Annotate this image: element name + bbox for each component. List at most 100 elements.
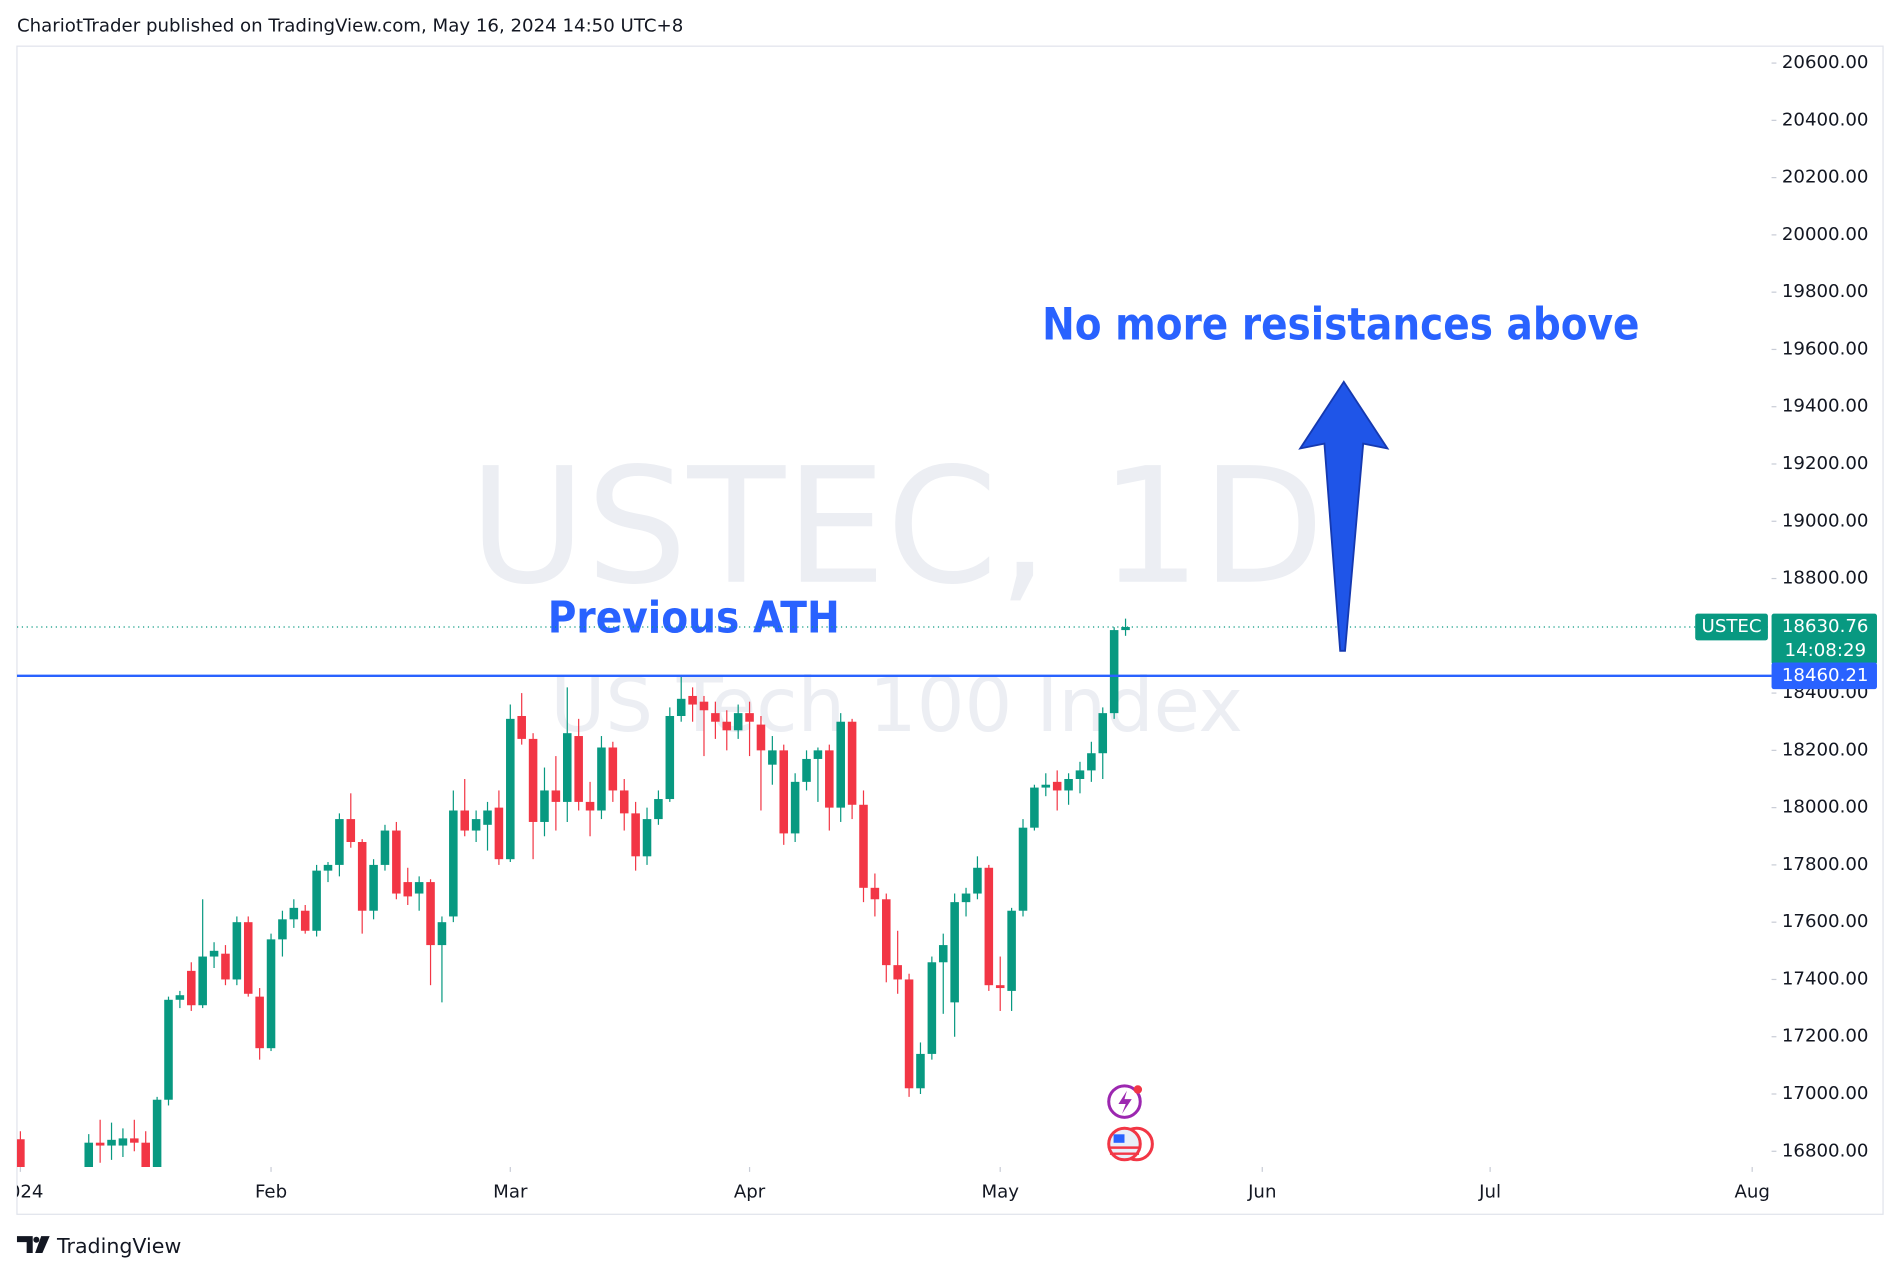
y-tick-label: 20600.00 <box>1782 52 1869 73</box>
candle-body <box>414 882 424 894</box>
candle-body <box>665 715 675 800</box>
candle-body <box>642 819 652 857</box>
candle-body <box>175 995 185 1000</box>
footer: TradingView <box>56 1234 181 1258</box>
annotation: No more resistances above <box>1042 297 1639 350</box>
candle-body <box>1052 781 1062 791</box>
candle-body <box>164 999 173 1100</box>
candle-body <box>221 953 230 980</box>
y-tick-label: 19800.00 <box>1782 281 1869 302</box>
candle-body <box>1064 778 1073 791</box>
candle-body <box>540 790 549 822</box>
candle-body <box>152 1099 162 1168</box>
candle-body <box>460 810 469 831</box>
x-tick-label: Jul <box>1478 1181 1501 1202</box>
candle-body <box>289 907 299 920</box>
candle-body <box>118 1138 128 1146</box>
plot-area: USTEC, 1D US Tech 100 Index Previous ATH… <box>16 297 1772 1275</box>
candle-body <box>141 1142 150 1168</box>
candle-body <box>243 922 253 994</box>
countdown-label: 14:08:29 <box>1785 640 1867 661</box>
candle-body <box>893 965 902 980</box>
y-tick-label: 19000.00 <box>1782 510 1869 531</box>
candle-body <box>107 1139 116 1146</box>
candle-body <box>73 1183 82 1200</box>
y-tick-label: 16800.00 <box>1782 1140 1869 1161</box>
y-tick-label: 18000.00 <box>1782 797 1869 818</box>
y-tick-label: 17400.00 <box>1782 968 1869 989</box>
candle-body <box>483 810 492 825</box>
candle-body <box>1030 787 1039 828</box>
x-tick-label: Aug <box>1734 1181 1769 1202</box>
candle-body <box>300 910 310 931</box>
candle-body <box>84 1142 94 1168</box>
candle-body <box>506 718 515 860</box>
candle-body <box>403 882 413 897</box>
candle-body <box>722 721 732 731</box>
candle-body <box>346 819 356 842</box>
candle-body <box>39 1272 48 1275</box>
symbol-label: USTEC <box>1702 616 1762 637</box>
candle-body <box>745 713 754 722</box>
candle-body <box>597 747 606 811</box>
y-tick-label: 18800.00 <box>1782 568 1869 589</box>
candle-body <box>95 1142 105 1146</box>
candle-body <box>779 750 789 834</box>
candle-body <box>984 867 994 986</box>
y-tick-label: 17000.00 <box>1782 1083 1869 1104</box>
candle-body <box>711 713 720 722</box>
y-tick-label: 19600.00 <box>1782 338 1869 359</box>
candle-body <box>380 830 390 865</box>
candle-body <box>357 841 367 911</box>
x-tick-label: Mar <box>493 1181 528 1202</box>
candle-body <box>631 813 640 857</box>
y-tick-label: 20000.00 <box>1782 224 1869 245</box>
candle-body <box>904 979 914 1089</box>
event-icons <box>1107 1084 1154 1162</box>
symbol-watermark: USTEC, 1D <box>469 434 1325 620</box>
candle-body <box>16 1139 25 1168</box>
y-tick-label: 20400.00 <box>1782 109 1869 130</box>
price-axis: 16800.00 17000.00 17200.00 17400.00 17600.00… <box>1771 52 1869 1161</box>
ath-label-box <box>1771 662 1877 690</box>
candle-body <box>437 922 447 946</box>
ath-label: 18460.21 <box>1782 665 1869 686</box>
candle-body <box>802 758 811 782</box>
candle-body <box>950 902 959 1003</box>
candle-body <box>688 695 697 705</box>
candle-body <box>768 750 777 765</box>
y-tick-label: 17600.00 <box>1782 911 1869 932</box>
candle-body <box>973 867 982 894</box>
time-axis: 2024 Feb Mar Apr May Jun Jul Aug <box>17 1167 1770 1202</box>
candle-body <box>699 701 709 711</box>
candle-body <box>494 807 504 860</box>
candle-body <box>517 715 526 739</box>
candle-body <box>426 882 435 946</box>
symbol-label-box <box>1695 613 1768 641</box>
y-tick-label: 19400.00 <box>1782 396 1869 417</box>
candle-body <box>654 799 663 820</box>
candle-body <box>608 747 618 791</box>
y-tick-label: 18200.00 <box>1782 739 1869 760</box>
last-price-box <box>1771 613 1877 665</box>
candle-body <box>392 830 401 894</box>
x-tick-label: Apr <box>734 1181 766 1202</box>
candle-body <box>1018 827 1028 911</box>
candle-body <box>187 970 196 1006</box>
candle-body <box>756 724 766 751</box>
x-tick-label: Jun <box>1247 1181 1276 1202</box>
candle-body <box>1121 627 1130 631</box>
y-tick-label: 20200.00 <box>1782 167 1869 188</box>
frame <box>16 45 1884 1215</box>
candle-body <box>471 819 481 831</box>
candle-body <box>813 750 823 759</box>
y-tick-label: 17200.00 <box>1782 1026 1869 1047</box>
x-tick-label: Feb <box>255 1181 287 1202</box>
candle-body <box>369 864 378 911</box>
candle-body <box>1109 630 1119 714</box>
candle-body <box>938 945 948 963</box>
candle-body <box>619 790 629 814</box>
candle-body <box>961 893 971 903</box>
x-tick-label: May <box>981 1181 1019 1202</box>
candle-body <box>882 899 891 966</box>
